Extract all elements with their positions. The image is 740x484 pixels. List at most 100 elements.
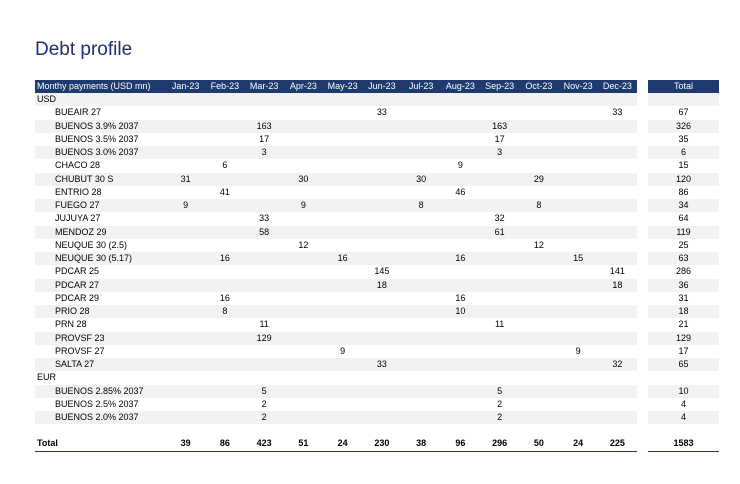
- payment-cell: [519, 146, 559, 160]
- payment-cell: [558, 225, 598, 239]
- payment-cell: 5: [244, 384, 284, 398]
- payment-cell: [440, 278, 480, 292]
- month-column-header: Jan-23: [166, 80, 206, 93]
- payment-cell: [519, 358, 559, 372]
- payment-cell: [401, 225, 441, 239]
- payment-cell: 46: [455, 186, 466, 197]
- totals-header-row: Total: [648, 80, 719, 93]
- payment-cell: 8: [205, 305, 245, 319]
- payment-cell: 423: [244, 437, 284, 452]
- payment-cell: [205, 225, 245, 239]
- payment-cell: 86: [205, 437, 245, 452]
- payment-cell: [323, 292, 362, 305]
- total-cell-row: 120: [648, 172, 719, 186]
- payment-cell: [323, 212, 362, 225]
- payment-cell: [402, 371, 441, 384]
- payment-cell: [284, 106, 323, 119]
- payment-cell: [480, 239, 519, 252]
- payment-cell: 39: [166, 437, 206, 452]
- row-label: NEUQUE 30 (5.17): [35, 252, 166, 266]
- total-cell-row: 34: [648, 199, 719, 213]
- label-column-header: Monthy payments (USD mn): [35, 80, 166, 93]
- payment-cell: 9: [166, 199, 206, 213]
- currency-label: USD: [35, 93, 166, 107]
- payment-cell: [323, 239, 362, 252]
- payment-cell: [519, 398, 558, 411]
- payment-cell: [519, 225, 559, 239]
- payment-cell: 33: [376, 107, 387, 118]
- table-row: SALTA 27 33 32: [35, 358, 637, 372]
- payment-cell: [559, 239, 598, 252]
- payment-cell: [401, 384, 441, 398]
- row-label: BUEAIR 27: [55, 107, 102, 118]
- payment-cell: [245, 424, 284, 437]
- row-label: BUENOS 3.5% 2037: [55, 133, 139, 144]
- row-label: BUENOS 3.0% 2037: [35, 146, 166, 160]
- row-label: BUENOS 3.9% 2037: [35, 119, 166, 133]
- payment-cell: [519, 133, 558, 146]
- payment-cell: [598, 292, 637, 305]
- payment-cell: [362, 146, 402, 160]
- payment-cell: [441, 398, 480, 411]
- currency-label: EUR: [37, 372, 57, 383]
- payment-cell: [205, 172, 245, 186]
- payment-cell: [245, 265, 284, 278]
- payment-cell: [244, 278, 284, 292]
- payment-cell: 16: [440, 252, 480, 266]
- payment-cell: [284, 265, 323, 278]
- payment-cell: 10: [440, 305, 480, 319]
- payment-cell: 16: [219, 292, 230, 303]
- payment-cell: [323, 265, 362, 278]
- payment-cell: [559, 424, 598, 437]
- table-row: MENDOZ 29 58 61: [35, 225, 637, 239]
- payment-cell: [245, 239, 284, 252]
- payment-cell: [597, 146, 637, 160]
- payment-cell: [440, 384, 480, 398]
- payment-cell: [323, 146, 363, 160]
- total-row: Total 39 86 423 51 24 230 38 96 296 50 24 225: [35, 437, 637, 452]
- payment-cell: [480, 199, 520, 213]
- payment-cell: 29: [519, 172, 559, 186]
- month-column-header: Mar-23: [244, 80, 284, 93]
- payment-cell: [559, 212, 598, 225]
- payment-cell: [440, 172, 480, 186]
- payment-cell: [283, 93, 323, 107]
- payment-cell: [284, 133, 323, 146]
- payment-cell: [441, 318, 480, 331]
- payment-cell: [440, 199, 480, 213]
- payment-cell: [559, 133, 598, 146]
- payment-cell: [362, 411, 402, 425]
- payment-cell: 18: [597, 278, 637, 292]
- payment-cell: [166, 133, 205, 146]
- month-column-header: Aug-23: [440, 80, 480, 93]
- payment-cell: [362, 252, 402, 266]
- payment-cell: [558, 358, 598, 372]
- payment-cell: [166, 305, 206, 319]
- row-total-cell: 15: [678, 160, 689, 171]
- payment-cell: 30: [283, 172, 323, 186]
- total-cell-row: 21: [648, 318, 719, 331]
- payment-cell: [598, 371, 637, 384]
- table-row: BUEAIR 27 33 33: [35, 106, 637, 119]
- payment-cell: [480, 106, 519, 119]
- row-total-cell: 4: [680, 398, 686, 409]
- payment-cell: [166, 93, 206, 107]
- payment-cell: 8: [519, 199, 559, 213]
- payment-cell: [245, 345, 284, 358]
- payment-cell: 225: [597, 437, 637, 452]
- total-cell-row: 86: [648, 186, 719, 199]
- payment-cell: [440, 331, 480, 345]
- payment-cell: 24: [558, 437, 598, 452]
- total-cell-row: 25: [648, 239, 719, 252]
- payment-cell: [244, 305, 284, 319]
- payment-cell: 12: [533, 239, 544, 250]
- payment-cell: 33: [612, 107, 623, 118]
- payment-cell: [480, 186, 519, 199]
- payment-cell: [440, 119, 480, 133]
- row-label: [35, 424, 166, 437]
- payment-cell: [480, 345, 519, 358]
- payment-cell: 96: [440, 437, 480, 452]
- payment-cell: [519, 212, 558, 225]
- total-cell-row: 4: [648, 411, 719, 425]
- payment-cell: 9: [340, 345, 346, 356]
